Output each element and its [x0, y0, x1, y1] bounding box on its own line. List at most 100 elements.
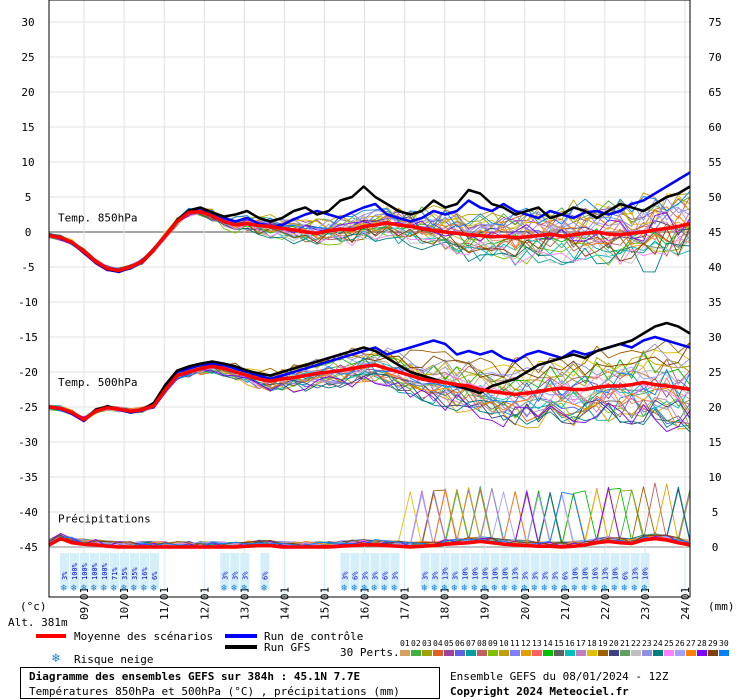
member-legend-swatch [664, 650, 674, 656]
snow-risk-bg [590, 553, 600, 589]
snow-risk-bg [490, 553, 500, 589]
snow-risk-pct: 3% [452, 571, 460, 580]
snowflake-icon: ❄ [442, 583, 449, 594]
member-legend-swatch [587, 650, 597, 656]
member-legend-label: 13 [532, 639, 542, 648]
member-legend-swatch [532, 650, 542, 656]
snow-risk-pct: 10% [462, 567, 470, 580]
snowflake-icon: ❄ [522, 583, 529, 594]
member-legend-swatch [488, 650, 498, 656]
snow-risk-pct: 10% [492, 567, 500, 580]
member-legend-label: 08 [477, 639, 487, 648]
right-tick-label: 25 [708, 366, 721, 379]
snow-risk-bg [480, 553, 490, 589]
snowflake-icon: ❄ [542, 583, 549, 594]
chart-title: Diagramme des ensembles GEFS sur 384h : … [29, 670, 361, 683]
snow-risk-pct: 3% [542, 571, 550, 580]
left-tick-label: 0 [25, 226, 32, 239]
snow-risk-bg [240, 553, 250, 589]
x-tick-label: 23/01 [639, 587, 652, 620]
member-legend-label: 17 [576, 639, 586, 648]
left-tick-label: -15 [18, 331, 38, 344]
legend-gfs-label: Run GFS [264, 641, 311, 654]
left-tick-label: -45 [18, 541, 38, 554]
right-tick-label: 60 [708, 121, 721, 134]
member-legend-swatch [609, 650, 619, 656]
snow-risk-bg [630, 553, 640, 589]
snow-risk-pct: 16% [592, 567, 600, 580]
legend-mean-label: Moyenne des scénarios [74, 630, 214, 643]
snow-risk-bg [120, 553, 129, 589]
snowflake-icon: ❄ [351, 583, 358, 594]
snow-risk-pct: 3% [522, 571, 530, 580]
snow-risk-pct: 6% [151, 571, 159, 580]
right-tick-label: 0 [712, 541, 719, 554]
main-series [48, 171, 691, 549]
x-tick-label: 24/01 [679, 587, 692, 620]
snowflake-icon: ❄ [241, 583, 248, 594]
snowflake-icon: ❄ [602, 583, 609, 594]
member-legend-swatch [455, 650, 465, 656]
member-legend-label: 05 [444, 639, 454, 648]
member-legend-swatch [653, 650, 663, 656]
snow-risk-pct: 13% [442, 567, 450, 580]
snow-risk-pct: 35% [131, 567, 139, 580]
left-tick-label: 20 [21, 86, 34, 99]
run-info: Ensemble GEFS du 08/01/2024 - 12Z [450, 670, 669, 683]
snowflake-icon: ❄ [111, 583, 118, 594]
member-legend-swatch [499, 650, 509, 656]
member-legend-label: 29 [708, 639, 718, 648]
snowflake-icon: ❄ [422, 583, 429, 594]
right-tick-label: 30 [708, 331, 721, 344]
snowflake-icon: ❄ [582, 583, 589, 594]
left-tick-label: 25 [21, 51, 34, 64]
x-tick-label: 13/01 [238, 587, 251, 620]
member-legend-label: 15 [554, 639, 564, 648]
copyright: Copyright 2024 Meteociel.fr [450, 685, 629, 698]
left-tick-label: 15 [21, 121, 34, 134]
t850-label: Temp. 850hPa [58, 212, 137, 225]
snow-risk-bg [600, 553, 610, 589]
member-legend-swatch [675, 650, 685, 656]
member-legend-label: 07 [466, 639, 476, 648]
snow-risk-bg [500, 553, 510, 589]
left-tick-label: 30 [21, 16, 34, 29]
snow-risk-pct: 10% [582, 567, 590, 580]
member-legend-swatch [543, 650, 553, 656]
snow-risk-bg [540, 553, 550, 589]
snow-risk-bg [130, 553, 139, 589]
plot-frame [48, 0, 691, 598]
member-legend-swatch [466, 650, 476, 656]
snow-risk-bg [260, 553, 270, 589]
right-tick-label: 40 [708, 261, 721, 274]
t500-label: Temp. 500hPa [58, 376, 137, 389]
right-tick-label: 75 [708, 16, 721, 29]
snow-risk-bg [140, 553, 149, 589]
snow-risk-bg [550, 553, 560, 589]
member-legend-swatch [620, 650, 630, 656]
snow-risk-bg [620, 553, 630, 589]
legend-control-label: Run de contrôle [264, 630, 364, 643]
snow-risk-pct: 16% [141, 567, 149, 580]
x-tick-label: 16/01 [359, 587, 372, 620]
left-tick-label: -10 [18, 296, 38, 309]
snow-risk-pct: 3% [241, 571, 249, 580]
snow-risk-pct: 6% [622, 571, 630, 580]
snowflake-icon: ❄ [61, 583, 68, 594]
member-legend-label: 10 [499, 639, 509, 648]
snow-risk-bg [570, 553, 580, 589]
x-tick-label: 11/01 [158, 587, 171, 620]
left-tick-label: -35 [18, 471, 38, 484]
snowflake-icon: ❄ [371, 583, 378, 594]
x-tick-label: 22/01 [599, 587, 612, 620]
snow-risk-bg [520, 553, 530, 589]
snowflake-icon: ❄ [341, 583, 348, 594]
snowflake-icon: ❄ [492, 583, 499, 594]
snow-risk-pct: 100% [101, 562, 109, 580]
member-legend-swatch [598, 650, 608, 656]
member-legend-swatch [708, 650, 718, 656]
member-legend-label: 26 [675, 639, 685, 648]
member-legend-label: 14 [543, 639, 553, 648]
member-legend-label: 03 [422, 639, 432, 648]
